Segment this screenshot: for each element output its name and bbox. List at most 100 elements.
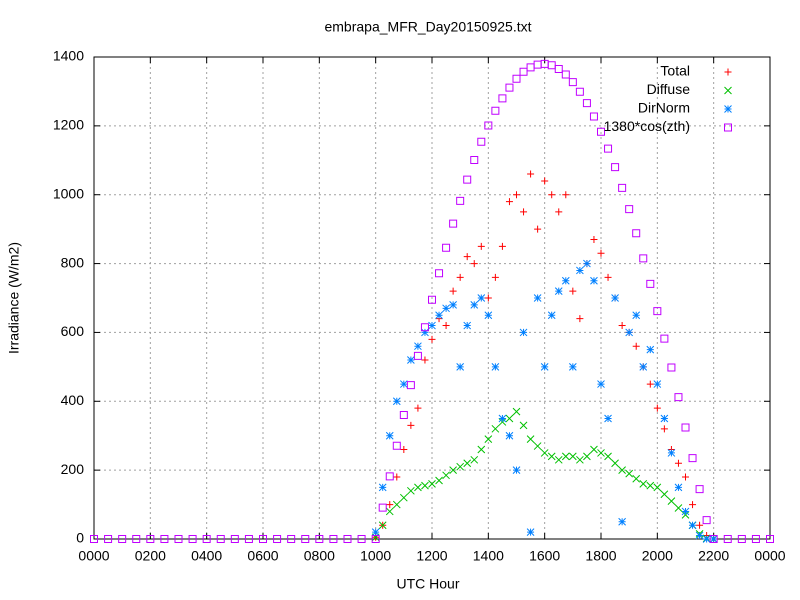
data-point bbox=[646, 345, 655, 354]
data-point bbox=[695, 485, 704, 494]
data-point bbox=[456, 273, 464, 281]
data-point bbox=[385, 472, 394, 481]
data-point bbox=[477, 137, 486, 146]
data-point bbox=[526, 528, 535, 536]
data-point bbox=[590, 445, 598, 454]
data-point bbox=[597, 249, 605, 257]
data-point bbox=[407, 421, 415, 429]
data-point bbox=[435, 476, 443, 485]
legend-label: Diffuse bbox=[647, 81, 691, 97]
data-point bbox=[378, 521, 387, 530]
data-point bbox=[484, 121, 493, 130]
data-point bbox=[456, 462, 465, 471]
x-tick-label: 0200 bbox=[135, 548, 166, 564]
data-point bbox=[646, 481, 655, 490]
data-point bbox=[174, 535, 183, 543]
data-point bbox=[498, 94, 507, 103]
data-point bbox=[491, 424, 500, 433]
legend-marker bbox=[724, 86, 732, 95]
data-point bbox=[428, 295, 436, 304]
data-point bbox=[583, 452, 591, 461]
data-point bbox=[484, 311, 493, 320]
data-point bbox=[548, 191, 556, 199]
data-point bbox=[428, 321, 436, 330]
data-point bbox=[568, 452, 577, 461]
x-tick-label: 0400 bbox=[191, 548, 222, 564]
data-point bbox=[597, 380, 605, 388]
data-point bbox=[561, 452, 570, 461]
data-point bbox=[463, 253, 471, 261]
data-point bbox=[414, 483, 422, 492]
x-tick-label: 2000 bbox=[642, 548, 673, 564]
data-point bbox=[519, 67, 528, 76]
y-tick-label: 800 bbox=[61, 254, 85, 270]
data-point bbox=[709, 535, 718, 543]
data-point bbox=[456, 363, 465, 371]
data-point bbox=[512, 74, 521, 83]
y-tick-label: 1400 bbox=[53, 48, 84, 64]
data-point bbox=[273, 535, 282, 543]
data-point bbox=[639, 480, 648, 488]
data-point bbox=[533, 60, 542, 69]
data-point bbox=[477, 445, 486, 454]
data-point bbox=[513, 191, 520, 199]
data-point bbox=[540, 449, 549, 457]
data-point bbox=[491, 363, 500, 371]
data-point bbox=[90, 535, 98, 543]
data-point bbox=[702, 535, 711, 543]
data-point bbox=[660, 414, 669, 423]
data-point bbox=[618, 183, 627, 192]
data-point bbox=[611, 163, 620, 172]
data-point bbox=[202, 535, 211, 543]
data-point bbox=[399, 411, 408, 420]
data-point bbox=[674, 483, 683, 492]
y-tick-label: 0 bbox=[76, 530, 84, 546]
data-point bbox=[407, 486, 415, 495]
x-tick-label: 1800 bbox=[585, 548, 616, 564]
data-point bbox=[413, 351, 422, 360]
data-point bbox=[449, 219, 458, 228]
data-point bbox=[568, 363, 577, 371]
data-point bbox=[653, 483, 662, 492]
data-point bbox=[357, 535, 366, 543]
data-point bbox=[604, 273, 612, 281]
data-point bbox=[674, 459, 682, 467]
data-point bbox=[407, 356, 415, 364]
data-point bbox=[400, 445, 408, 453]
data-point bbox=[554, 455, 563, 464]
data-point bbox=[576, 455, 584, 464]
data-point bbox=[399, 493, 408, 502]
x-axis-label: UTC Hour bbox=[396, 576, 459, 592]
legend-marker bbox=[724, 123, 732, 132]
data-point bbox=[505, 414, 514, 423]
data-point bbox=[646, 380, 654, 388]
data-point bbox=[385, 431, 394, 440]
y-axis-label: Irradiance (W/m2) bbox=[6, 242, 22, 354]
data-point bbox=[688, 521, 697, 530]
data-point bbox=[589, 112, 598, 121]
data-point bbox=[414, 404, 422, 412]
data-point bbox=[484, 294, 492, 302]
data-point bbox=[435, 269, 444, 278]
data-point bbox=[392, 441, 401, 450]
data-point bbox=[399, 380, 408, 388]
y-tick-label: 1000 bbox=[53, 185, 84, 201]
data-point bbox=[632, 342, 640, 350]
data-point bbox=[386, 501, 394, 509]
data-point bbox=[449, 466, 457, 474]
data-point bbox=[470, 155, 479, 164]
data-point bbox=[723, 535, 732, 543]
y-tick-label: 1200 bbox=[53, 117, 84, 133]
data-point bbox=[188, 535, 197, 543]
y-tick-label: 200 bbox=[61, 461, 85, 477]
data-point bbox=[118, 535, 127, 543]
data-point bbox=[420, 323, 429, 332]
data-point bbox=[406, 381, 415, 390]
data-point bbox=[442, 471, 450, 480]
data-point bbox=[632, 474, 641, 483]
data-point bbox=[526, 63, 535, 72]
data-point bbox=[392, 397, 401, 406]
data-point bbox=[449, 287, 457, 295]
data-point bbox=[660, 425, 668, 433]
